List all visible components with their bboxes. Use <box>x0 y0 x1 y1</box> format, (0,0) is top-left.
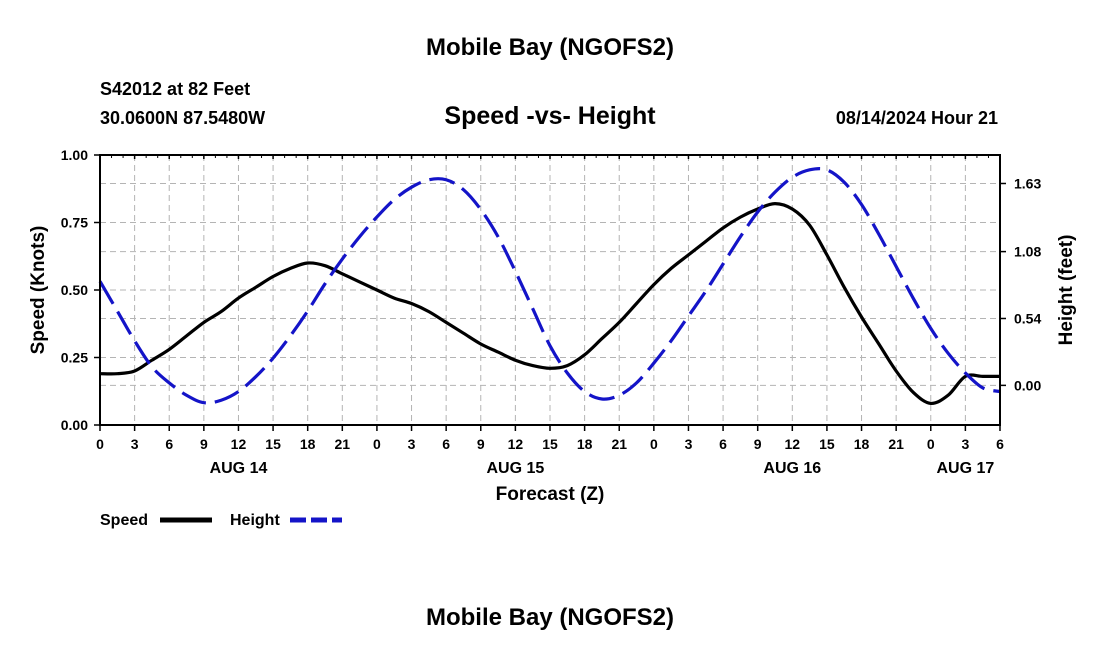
x-tick-label: 15 <box>819 436 835 452</box>
x-tick-label: 6 <box>165 436 173 452</box>
x-tick-label: 18 <box>854 436 870 452</box>
x-tick-label: 0 <box>650 436 658 452</box>
x-tick-label: 0 <box>373 436 381 452</box>
x-tick-label: 3 <box>685 436 693 452</box>
y-tick-label-left: 0.25 <box>61 350 88 366</box>
legend-label-height: Height <box>230 512 280 529</box>
day-label: AUG 14 <box>210 460 268 477</box>
y-tick-label-left: 0.50 <box>61 282 88 298</box>
x-axis-label: Forecast (Z) <box>496 484 605 505</box>
x-tick-label: 18 <box>300 436 316 452</box>
x-tick-label: 0 <box>96 436 104 452</box>
x-tick-label: 21 <box>888 436 904 452</box>
y-axis-label-right: Height (feet) <box>1056 235 1077 346</box>
grid-lines <box>100 155 1000 425</box>
x-tick-label: 9 <box>477 436 485 452</box>
x-tick-label: 15 <box>542 436 558 452</box>
x-tick-label: 9 <box>754 436 762 452</box>
x-tick-label: 3 <box>131 436 139 452</box>
y-tick-label-right: 1.08 <box>1014 244 1041 260</box>
y-tick-label-left: 0.00 <box>61 417 88 433</box>
x-tick-label: 3 <box>408 436 416 452</box>
y-tick-label-right: 1.63 <box>1014 175 1041 191</box>
x-tick-label: 6 <box>442 436 450 452</box>
x-tick-label: 21 <box>335 436 351 452</box>
x-tick-label: 9 <box>200 436 208 452</box>
x-tick-label: 0 <box>927 436 935 452</box>
forecast-date: 08/14/2024 Hour 21 <box>836 108 998 128</box>
legend: Speed Height <box>100 512 342 529</box>
top-title: Mobile Bay (NGOFS2) <box>426 34 674 61</box>
station-id-depth: S42012 at 82 Feet <box>100 79 250 99</box>
y-tick-label-right: 0.00 <box>1014 377 1041 393</box>
y-tick-label-left: 1.00 <box>61 147 88 163</box>
x-tick-label: 15 <box>265 436 281 452</box>
x-tick-label: 21 <box>611 436 627 452</box>
series-line-speed <box>99 202 1000 406</box>
day-label: AUG 15 <box>486 460 544 477</box>
series-line-height <box>98 167 1001 405</box>
y-tick-label-left: 0.75 <box>61 215 88 231</box>
day-label: AUG 16 <box>763 460 821 477</box>
y-tick-label-right: 0.54 <box>1014 310 1041 326</box>
x-tick-label: 6 <box>996 436 1004 452</box>
x-tick-label: 18 <box>577 436 593 452</box>
day-label: AUG 17 <box>936 460 994 477</box>
bottom-title: Mobile Bay (NGOFS2) <box>426 604 674 631</box>
legend-label-speed: Speed <box>100 512 148 529</box>
series-lines <box>98 167 1001 406</box>
x-tick-label: 12 <box>508 436 524 452</box>
x-tick-label: 12 <box>785 436 801 452</box>
y-axis-label-left: Speed (Knots) <box>28 226 49 355</box>
x-tick-label: 3 <box>961 436 969 452</box>
axis-ticks: 0 3 6 9 12 15 18 21 0 3 6 9 12 15 18 21 0 3 6 9 12 15 18 21 0 3 6A… <box>61 147 1042 477</box>
chart-title: Speed -vs- Height <box>444 102 656 130</box>
x-tick-label: 6 <box>719 436 727 452</box>
station-coordinates: 30.0600N 87.5480W <box>100 108 265 128</box>
x-tick-label: 12 <box>231 436 247 452</box>
